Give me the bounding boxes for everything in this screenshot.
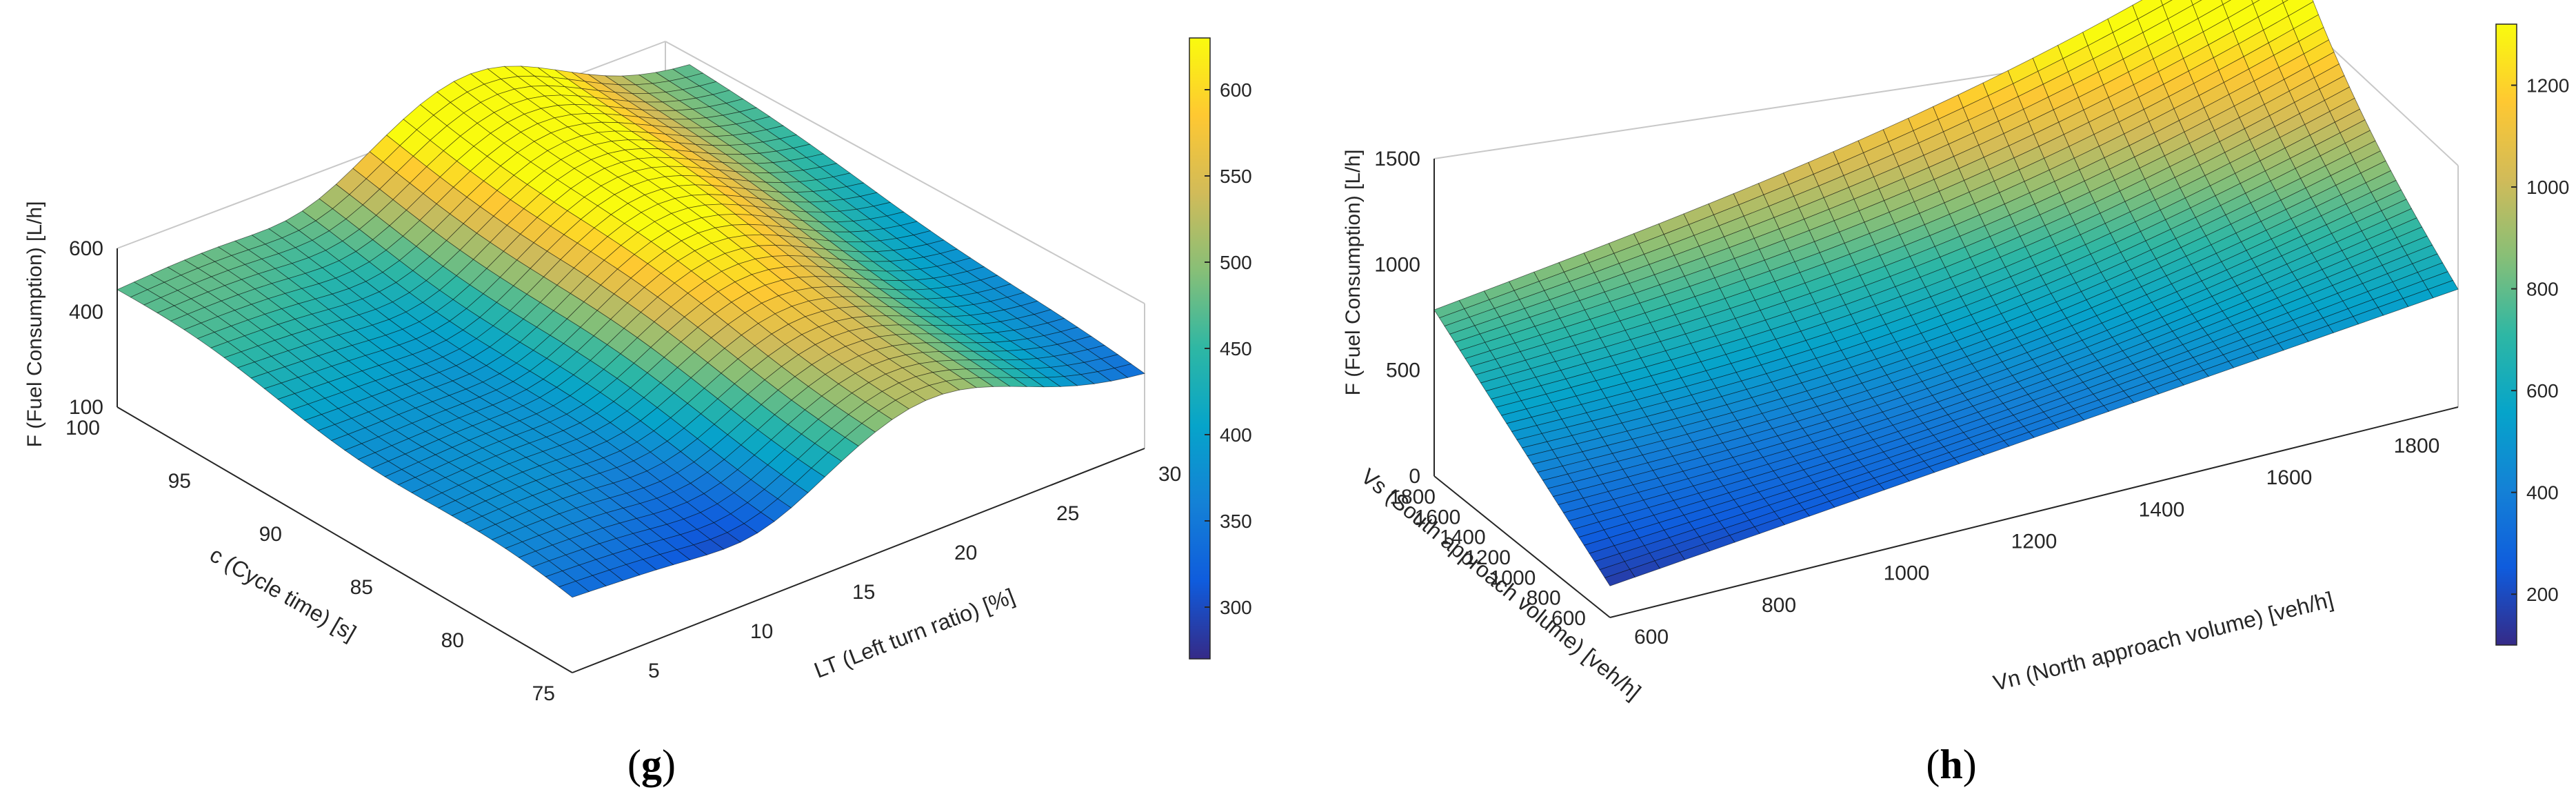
surface-h <box>1433 0 2459 586</box>
cbar-ticks-h-label-3: 800 <box>2526 279 2559 300</box>
xtick-h-3: 1200 <box>1465 546 1511 569</box>
cbar-ticks-h-label-1: 400 <box>2526 482 2559 504</box>
ytick-h-2: 1000 <box>1884 562 1930 585</box>
ylabel-h: Vn (North approach volume) [veh/h] <box>1991 587 2336 696</box>
panel-label-h-letter: h <box>1940 742 1962 787</box>
xtick-h-5: 800 <box>1527 587 1561 610</box>
xtick-g-0: 100 <box>66 417 100 439</box>
ytick-h-4: 1400 <box>2139 498 2185 521</box>
ytick-h-0: 600 <box>1634 626 1669 649</box>
ytick-g-4: 25 <box>1056 502 1079 525</box>
axes-front-g <box>117 248 1145 673</box>
ztick-h-0: 0 <box>1409 465 1420 488</box>
cbar-ticks-h-label-4: 1000 <box>2526 177 2569 198</box>
ytick-g-2: 15 <box>852 581 875 604</box>
cbar-ticks-g-label-0: 300 <box>1220 597 1252 618</box>
surface-g-patch-844 <box>1012 377 1045 388</box>
panel-g: 100 400 600 100 95 90 85 80 75 5 10 15 20 25 30 F (Fue… <box>23 37 1252 787</box>
ytick-h-3: 1200 <box>2011 531 2057 553</box>
cbar-ticks-h-label-2: 600 <box>2526 380 2559 402</box>
surface-h-patch-1155 <box>1604 568 1636 586</box>
colorbar-ticks-h: 200 400 600 800 1000 1200 <box>2511 75 2569 605</box>
xtick-h-2: 1400 <box>1440 526 1486 549</box>
cbar-ticks-g-label-1: 350 <box>1220 511 1252 532</box>
xtick-h-0: 1800 <box>1389 486 1436 508</box>
ticks-h: 0500100015001800160014001200100080060060… <box>1374 148 2439 649</box>
ytick-g-1: 10 <box>750 620 773 643</box>
ytick-h-5: 1600 <box>2266 466 2313 489</box>
colorbar-h <box>2495 23 2517 646</box>
xtick-g-4: 80 <box>441 629 464 652</box>
axes-front-h <box>1433 159 2459 618</box>
xtick-g-3: 85 <box>350 576 373 599</box>
cbar-ticks-g-label-2: 400 <box>1220 424 1252 446</box>
cbar-ticks-g-label-6: 600 <box>1220 79 1252 101</box>
panel-label-g-letter: g <box>641 742 662 787</box>
ticks-g: 100 400 600 100 95 90 85 80 75 5 10 15 20 25 30 <box>66 237 1181 705</box>
surface-g <box>117 64 1145 598</box>
ytick-g-5: 30 <box>1158 463 1181 486</box>
xtick-g-1: 95 <box>168 470 191 493</box>
xlabel-g: c (Cycle time) [s] <box>205 542 360 645</box>
cbar-ticks-g-label-3: 450 <box>1220 338 1252 359</box>
xtick-h-6: 600 <box>1551 607 1586 630</box>
ztick-g-0: 100 <box>69 396 103 419</box>
cbar-ticks-g-label-4: 500 <box>1220 252 1252 273</box>
ztick-g-1: 400 <box>69 301 103 324</box>
cbar-ticks-g-label-5: 550 <box>1220 166 1252 187</box>
panel-h: 0500100015001800160014001200100080060060… <box>1342 0 2569 787</box>
xtick-h-4: 1000 <box>1490 566 1536 589</box>
ytick-h-6: 1800 <box>2394 435 2440 457</box>
panel-label-g: (g) <box>627 742 676 787</box>
ztick-h-1: 500 <box>1386 359 1420 382</box>
xtick-g-5: 75 <box>532 682 555 705</box>
cbar-ticks-h-label-5: 1200 <box>2526 75 2569 97</box>
zlabel-h: F (Fuel Consumption) [L/h] <box>1342 150 1365 396</box>
ztick-g-2: 600 <box>69 237 103 260</box>
colorbar-ticks-g: 300 350 400 450 500 550 600 <box>1205 79 1252 618</box>
cbar-ticks-h-label-0: 200 <box>2526 584 2559 605</box>
ylabel-g: LT (Left turn ratio) [%] <box>811 584 1018 683</box>
xtick-h-1: 1600 <box>1415 506 1461 528</box>
surface-g-patch-1155 <box>558 580 590 598</box>
ztick-h-3: 1500 <box>1374 148 1420 170</box>
ztick-h-2: 1000 <box>1374 253 1420 276</box>
ytick-h-1: 800 <box>1762 594 1796 617</box>
ytick-g-0: 5 <box>648 660 660 682</box>
xtick-g-2: 90 <box>259 523 282 546</box>
panel-label-h: (h) <box>1926 742 1976 787</box>
zlabel-g: F (Fuel Consumption) [L/h] <box>23 201 46 448</box>
ytick-g-3: 20 <box>954 542 977 564</box>
